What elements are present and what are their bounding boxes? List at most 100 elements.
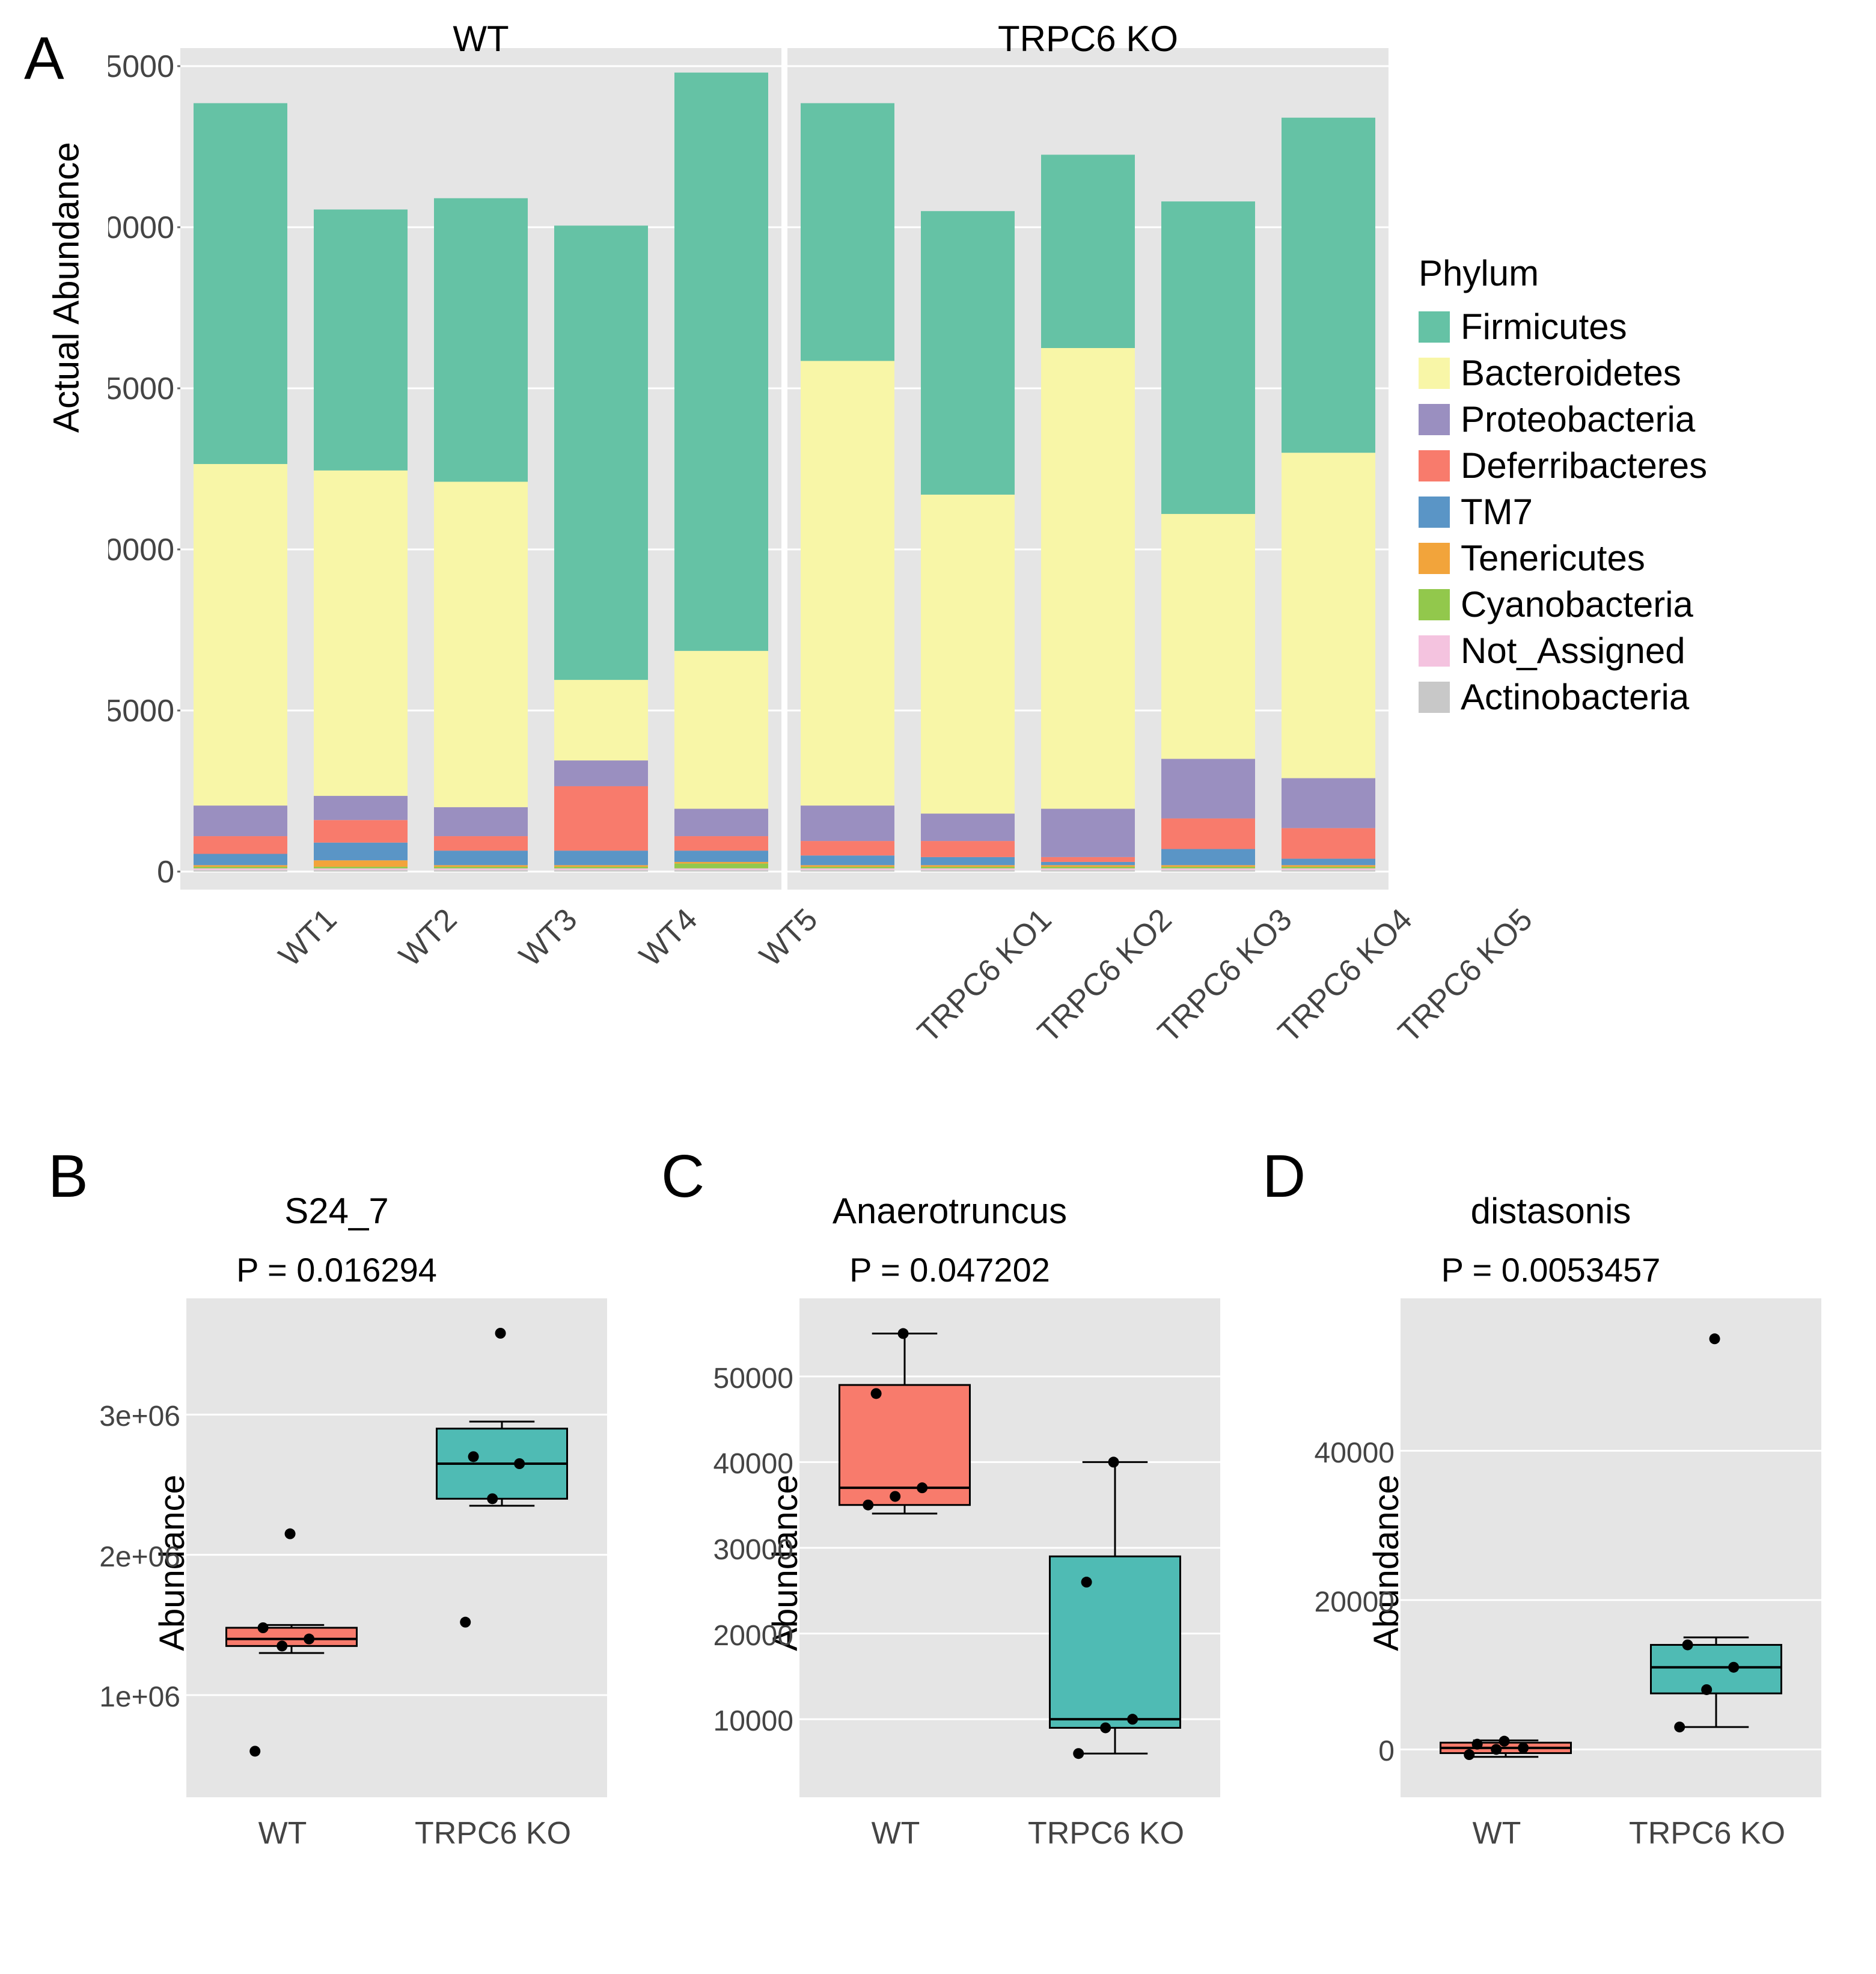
bar-segment [1041, 154, 1135, 348]
panel-b-svg [186, 1298, 607, 1797]
bar-segment [1161, 867, 1255, 869]
panel-a-xtick: WT4 [632, 902, 704, 974]
bar-segment [554, 225, 648, 680]
bar-segment [801, 841, 894, 855]
bar-segment [674, 73, 768, 651]
legend-label: Tenericutes [1461, 537, 1645, 579]
bar-segment [674, 851, 768, 862]
bar-segment [1041, 808, 1135, 857]
panel-a-xtick: WT5 [753, 902, 825, 974]
bar-segment [194, 103, 287, 464]
bar-segment [434, 198, 528, 482]
bar-segment [1041, 870, 1135, 872]
panel-a-xtick: WT2 [392, 902, 464, 974]
boxplot-point [495, 1328, 506, 1339]
panel-b-xtick-wt: WT [216, 1815, 349, 1851]
boxplot-point [514, 1458, 525, 1469]
boxplot-point [898, 1328, 909, 1339]
bar-segment [1041, 857, 1135, 862]
legend-swatch [1419, 589, 1450, 620]
panel-a-ytick: 10000 [108, 533, 174, 567]
panel-b: B S24_7 P = 0.016294 Abundance 1e+062e+0… [48, 1142, 625, 1924]
bar-segment [674, 651, 768, 809]
panel-c-title: Anaerotruncus [661, 1190, 1238, 1232]
bar-segment [314, 843, 408, 860]
panel-c-xtick-ko: TRPC6 KO [998, 1815, 1214, 1851]
bar-segment [554, 680, 648, 760]
bar-segment [674, 862, 768, 864]
bar-segment [1161, 870, 1255, 872]
bar-segment [1282, 118, 1375, 453]
panel-a-facet-wt: WT [180, 48, 781, 890]
legend-label: Cyanobacteria [1461, 584, 1693, 625]
bar-segment [554, 786, 648, 851]
legend-title: Phylum [1419, 252, 1707, 294]
panel-d-ytick: 40000 [1286, 1437, 1395, 1470]
boxplot-point [487, 1493, 498, 1504]
bar-segment [194, 865, 287, 867]
panel-a-ylabel: Actual Abundance [46, 142, 87, 433]
panel-a-ytick: 5000 [108, 694, 174, 729]
legend-swatch [1419, 450, 1450, 481]
bar-segment [434, 867, 528, 869]
boxplot-box [227, 1628, 357, 1646]
legend-label: Not_Assigned [1461, 630, 1685, 671]
panel-a: A Actual Abundance WT TRPC6 KO 0 5000 1000… [12, 12, 1864, 1094]
bar-segment [194, 854, 287, 866]
legend-item: Tenericutes [1419, 537, 1707, 579]
bar-segment [554, 760, 648, 786]
bar-segment [801, 103, 894, 361]
bar-segment [194, 869, 287, 870]
bar-segment [1161, 201, 1255, 514]
panel-a-letter: A [24, 24, 64, 93]
bar-segment [921, 867, 1015, 869]
boxplot-point [1472, 1739, 1483, 1750]
bar-segment [921, 814, 1015, 842]
bar-segment [1282, 828, 1375, 859]
panel-bcd-row: B S24_7 P = 0.016294 Abundance 1e+062e+0… [12, 1142, 1864, 1954]
figure-root: A Actual Abundance WT TRPC6 KO 0 5000 1000… [12, 12, 1864, 1954]
legend-label: Proteobacteria [1461, 399, 1695, 440]
panel-c-ytick: 20000 [685, 1619, 793, 1652]
boxplot-point [863, 1500, 873, 1511]
bar-segment [1282, 869, 1375, 870]
bar-segment [554, 869, 648, 870]
boxplot-point [1499, 1736, 1510, 1747]
bar-segment [921, 865, 1015, 867]
bar-segment [554, 870, 648, 872]
bar-segment [674, 836, 768, 851]
bar-segment [1161, 514, 1255, 759]
boxplot-point [277, 1640, 287, 1651]
panel-b-ytick: 3e+06 [72, 1400, 180, 1433]
bar-segment [434, 807, 528, 836]
panel-a-facet-ko: TRPC6 KO [787, 48, 1389, 890]
panel-b-ytick: 2e+06 [72, 1541, 180, 1574]
bar-segment [194, 836, 287, 854]
panel-a-ytick: 25000 [108, 49, 174, 84]
panel-c-xtick-wt: WT [830, 1815, 962, 1851]
boxplot-point [258, 1622, 269, 1633]
bar-segment [314, 210, 408, 471]
bar-segment [921, 495, 1015, 814]
bar-segment [801, 805, 894, 841]
legend-item: Not_Assigned [1419, 630, 1707, 671]
bar-segment [1282, 859, 1375, 866]
panel-b-ytick: 1e+06 [72, 1681, 180, 1714]
panel-c-ytick: 30000 [685, 1533, 793, 1566]
bar-segment [314, 820, 408, 843]
legend-label: Firmicutes [1461, 306, 1627, 347]
legend-swatch [1419, 497, 1450, 528]
facet-title-wt: WT [180, 18, 781, 60]
panel-a-ytick: 0 [157, 855, 174, 890]
legend-swatch [1419, 543, 1450, 574]
panel-a-yaxis: 0500010000150002000025000 [108, 48, 180, 890]
bar-segment [434, 870, 528, 872]
legend-item: Deferribacteres [1419, 445, 1707, 486]
bar-segment [1282, 778, 1375, 828]
bar-segment [674, 864, 768, 869]
legend-item: Actinobacteria [1419, 676, 1707, 718]
panel-a-xtick: WT3 [512, 902, 584, 974]
bar-segment [921, 869, 1015, 870]
bar-segment [1161, 819, 1255, 849]
bar-segment [1161, 849, 1255, 865]
